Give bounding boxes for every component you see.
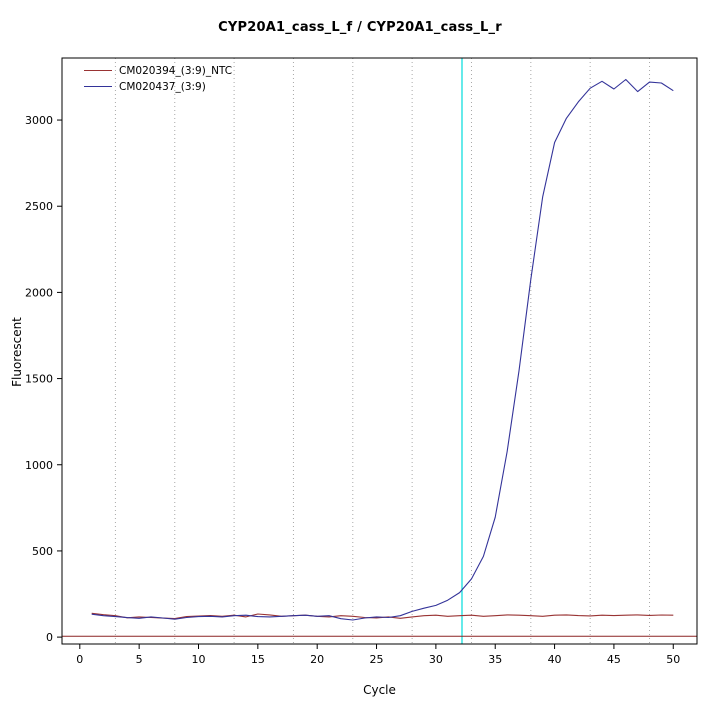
legend: CM020394_(3:9)_NTC CM020437_(3:9) <box>84 64 232 93</box>
chart-title: CYP20A1_cass_L_f / CYP20A1_cass_L_r <box>218 20 502 35</box>
legend-line-sample-icon <box>84 86 112 87</box>
x-tick-label: 20 <box>310 653 324 666</box>
y-tick-label: 2500 <box>25 200 53 213</box>
y-tick-label: 3000 <box>25 114 53 127</box>
y-axis-title: Fluorescent <box>10 317 24 387</box>
y-tick-label: 2000 <box>25 286 53 299</box>
x-tick-label: 45 <box>607 653 621 666</box>
x-tick-label: 50 <box>666 653 680 666</box>
x-tick-label: 40 <box>548 653 562 666</box>
y-tick-label: 500 <box>32 545 53 558</box>
x-tick-label: 25 <box>370 653 384 666</box>
legend-label-ntc: CM020394_(3:9)_NTC <box>119 64 233 77</box>
legend-label-sample: CM020437_(3:9) <box>119 80 206 93</box>
x-tick-label: 5 <box>136 653 143 666</box>
x-tick-label: 10 <box>191 653 205 666</box>
legend-item-sample: CM020437_(3:9) <box>84 80 232 93</box>
y-tick-label: 1000 <box>25 459 53 472</box>
y-tick-label: 1500 <box>25 373 53 386</box>
x-tick-label: 30 <box>429 653 443 666</box>
x-axis-title: Cycle <box>363 683 396 697</box>
series-line-sample <box>91 78 674 621</box>
x-tick-label: 35 <box>488 653 502 666</box>
x-tick-label: 15 <box>251 653 265 666</box>
x-tick-label: 0 <box>76 653 83 666</box>
legend-item-ntc: CM020394_(3:9)_NTC <box>84 64 232 77</box>
legend-line-ntc-icon <box>84 70 112 71</box>
plot-frame <box>61 57 698 645</box>
y-tick-label: 0 <box>46 631 53 644</box>
